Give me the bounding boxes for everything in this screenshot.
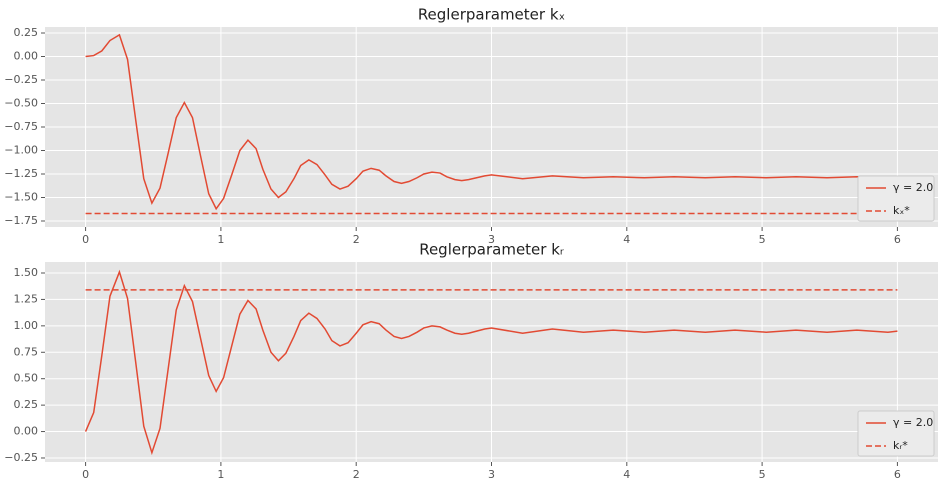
x-tick-label: 2 — [353, 468, 360, 481]
x-tick-label: 6 — [894, 468, 901, 481]
y-tick-label: −1.25 — [4, 167, 38, 180]
y-tick-label: 1.00 — [14, 319, 39, 332]
y-tick-label: 1.25 — [14, 292, 39, 305]
y-tick-label: 0.50 — [14, 372, 39, 385]
y-tick-label: 0.00 — [14, 425, 39, 438]
data-line — [84, 269, 898, 456]
y-tick-label: 0.75 — [14, 345, 39, 358]
x-tick-label: 5 — [759, 233, 766, 246]
x-tick-label: 2 — [353, 233, 360, 246]
y-tick-label: −1.75 — [4, 214, 38, 227]
x-tick-label: 3 — [488, 233, 495, 246]
data-line — [85, 33, 898, 211]
legend-label: γ = 2.0 — [893, 416, 933, 429]
y-tick-label: −0.50 — [4, 97, 38, 110]
x-tick-label: 6 — [894, 233, 901, 246]
x-tick-label: 1 — [217, 233, 224, 246]
y-tick-label: 1.50 — [14, 266, 39, 279]
x-tick-label: 4 — [623, 468, 630, 481]
chart-title: Reglerparameter kₓ — [418, 6, 565, 24]
x-tick-label: 1 — [217, 468, 224, 481]
legend-label: kₓ* — [893, 204, 910, 217]
y-tick-label: −1.00 — [4, 143, 38, 156]
legend-label: kᵣ* — [893, 439, 908, 452]
y-tick-label: −0.25 — [4, 73, 38, 86]
chart-title: Reglerparameter kᵣ — [419, 241, 564, 259]
legend-label: γ = 2.0 — [893, 181, 933, 194]
y-tick-label: 0.25 — [14, 398, 39, 411]
x-tick-label: 3 — [488, 468, 495, 481]
x-tick-label: 0 — [82, 233, 89, 246]
y-tick-label: 0.00 — [14, 50, 39, 63]
y-tick-label: −0.25 — [4, 451, 38, 464]
y-tick-label: 0.25 — [14, 26, 39, 39]
y-tick-label: −0.75 — [4, 120, 38, 133]
x-tick-label: 4 — [623, 233, 630, 246]
y-tick-label: −1.50 — [4, 190, 38, 203]
x-tick-label: 5 — [759, 468, 766, 481]
x-tick-label: 0 — [82, 468, 89, 481]
